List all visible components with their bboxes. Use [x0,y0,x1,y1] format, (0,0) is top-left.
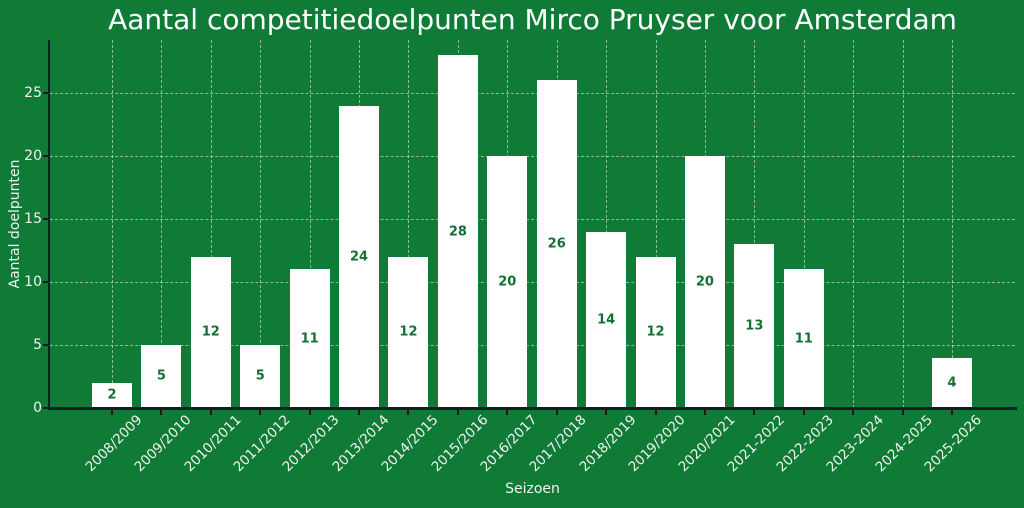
bar [289,269,330,408]
y-tick-label: 5 [33,336,42,353]
y-tick-label: 0 [33,400,42,416]
bar-value-label: 11 [794,331,813,347]
x-tick-mark [753,409,756,415]
x-tick-mark [605,409,608,415]
bar-value-label: 5 [255,368,265,384]
grid-line-vertical [803,40,805,408]
x-tick-mark [358,409,361,415]
grid-line-vertical [161,40,163,408]
x-tick-mark [951,409,953,415]
x-tick-mark [802,409,805,415]
bar-value-label: 2 [107,387,117,403]
grid-line-horizontal [50,92,1015,94]
x-tick-mark [308,409,311,415]
bar [586,231,627,408]
x-tick-mark [901,409,904,415]
grid-line-vertical [952,40,953,408]
grid-line-horizontal [50,281,1015,283]
y-tick-mark [43,217,50,220]
y-tick-mark [43,91,50,94]
x-tick-mark [506,409,509,415]
bar [339,105,380,408]
bar-value-label: 13 [745,318,764,334]
bar-value-label: 20 [498,274,517,290]
grid-line-horizontal [50,344,1015,346]
bar-value-label: 4 [947,375,957,391]
grid-line-vertical [606,40,608,408]
bar-value-label: 12 [399,324,418,340]
bar [190,256,231,408]
x-tick-mark [703,409,706,415]
bar [635,256,676,408]
x-tick-mark [407,409,410,415]
bar [684,155,725,408]
bar [388,256,429,408]
bar-value-label: 11 [300,331,319,347]
bar [92,382,132,408]
y-tick-mark [43,407,50,409]
x-tick-mark [555,409,558,415]
bar [536,80,577,408]
y-tick-label: 25 [24,84,42,101]
grid-line-vertical [754,40,756,408]
x-axis-line [48,407,1017,410]
bar [734,244,775,408]
chart-title: Aantal competitiedoelpunten Mirco Pruyse… [108,3,957,36]
x-tick-mark [209,409,212,415]
y-tick-mark [43,154,50,157]
y-axis-line [48,40,50,410]
bar-value-label: 24 [350,249,369,265]
grid-line-vertical [408,40,410,408]
y-tick-mark [43,343,50,346]
bar-value-label: 12 [201,324,220,340]
bar [783,269,824,408]
bar [487,155,528,408]
grid-line-vertical [655,40,657,408]
bar-value-label: 14 [597,312,616,328]
grid-line-vertical [309,40,311,408]
y-axis-title: Aantal doelpunten [7,159,23,289]
bar-value-label: 26 [547,236,566,252]
bar [240,345,281,408]
x-tick-mark [259,409,262,415]
bar [437,55,478,408]
grid-line-horizontal [50,218,1015,220]
bar-value-label: 20 [695,274,714,290]
x-tick-mark [852,409,855,415]
x-tick-mark [654,409,657,415]
grid-line-vertical [260,40,262,408]
grid-line-vertical [210,40,212,408]
y-tick-label: 10 [24,273,42,290]
x-tick-mark [111,409,113,415]
plot-area: 0 5 10 15 20 25 2008/2009 2009/2010 2010/2011 201… [24,40,1017,475]
grid-line-vertical [112,40,113,408]
bar [932,357,972,408]
x-axis-title: Seizoen [505,481,560,497]
y-tick-mark [43,280,50,283]
grid-line-vertical [853,40,855,408]
x-tick-mark [456,409,459,415]
bar-value-label: 28 [448,224,467,240]
grid-line-horizontal [50,155,1015,157]
y-tick-label: 20 [24,147,42,164]
bar-value-label: 12 [646,324,665,340]
bar [141,345,182,408]
x-tick-mark [160,409,163,415]
y-tick-label: 15 [24,210,42,227]
bar-value-label: 5 [156,368,166,384]
grid-line-vertical [902,40,904,408]
